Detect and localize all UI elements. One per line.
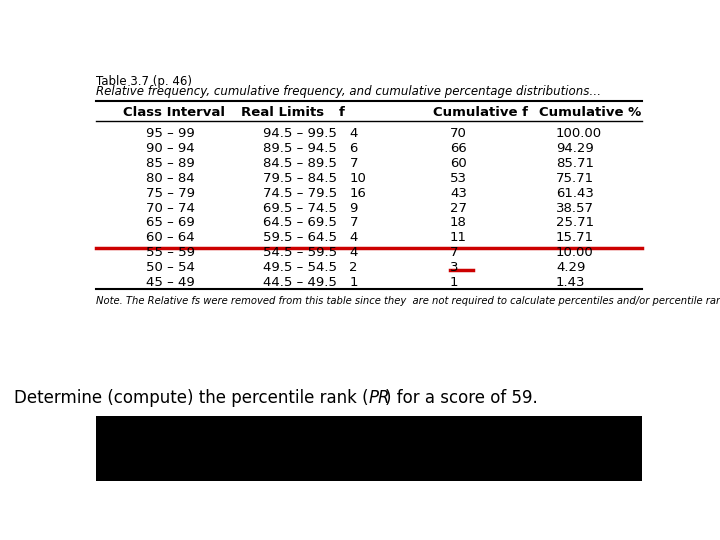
Text: 60 – 64: 60 – 64: [145, 231, 194, 245]
Text: Note. The Relative fs were removed from this table since they  are not required : Note. The Relative fs were removed from …: [96, 296, 720, 306]
Text: 4: 4: [349, 127, 358, 140]
Text: 61.43: 61.43: [556, 187, 594, 200]
Text: 4.29: 4.29: [556, 261, 585, 274]
Text: ) for a score of 59.: ) for a score of 59.: [384, 389, 537, 407]
Text: Real Limits: Real Limits: [240, 106, 324, 119]
Text: PR: PR: [369, 389, 390, 407]
Text: 3: 3: [450, 261, 459, 274]
Text: 75 – 79: 75 – 79: [145, 187, 195, 200]
Text: 18: 18: [450, 217, 467, 230]
Text: Determine (compute) the percentile rank (PR) for a score of 59.: Determine (compute) the percentile rank …: [104, 389, 634, 407]
Text: 94.29: 94.29: [556, 142, 594, 155]
Text: 25.71: 25.71: [556, 217, 594, 230]
Text: 10: 10: [349, 172, 366, 185]
Text: 80 – 84: 80 – 84: [145, 172, 194, 185]
Text: 66: 66: [450, 142, 467, 155]
Text: 89.5 – 94.5: 89.5 – 94.5: [263, 142, 337, 155]
Text: 95 – 99: 95 – 99: [145, 127, 194, 140]
Text: 27: 27: [450, 201, 467, 214]
Text: 4: 4: [349, 246, 358, 259]
Text: Table 3.7 (p. 46): Table 3.7 (p. 46): [96, 75, 192, 88]
FancyBboxPatch shape: [96, 416, 642, 481]
Text: 70: 70: [450, 127, 467, 140]
Text: 79.5 – 84.5: 79.5 – 84.5: [263, 172, 337, 185]
Text: 85.71: 85.71: [556, 157, 594, 170]
Text: Class Interval: Class Interval: [124, 106, 225, 119]
Text: 6: 6: [349, 142, 358, 155]
Text: 7: 7: [349, 217, 358, 230]
Text: 65 – 69: 65 – 69: [145, 217, 194, 230]
Text: 9: 9: [349, 201, 358, 214]
Text: 2: 2: [349, 261, 358, 274]
Text: 74.5 – 79.5: 74.5 – 79.5: [263, 187, 337, 200]
Text: 70 – 74: 70 – 74: [145, 201, 194, 214]
Text: Relative frequency, cumulative frequency, and cumulative percentage distribution: Relative frequency, cumulative frequency…: [96, 85, 600, 98]
Text: Determine (compute) the percentile rank (: Determine (compute) the percentile rank …: [14, 389, 369, 407]
Text: 43: 43: [450, 187, 467, 200]
Text: Cumulative %: Cumulative %: [539, 106, 642, 119]
Text: 1.43: 1.43: [556, 276, 585, 289]
Text: 53: 53: [450, 172, 467, 185]
Text: 84.5 – 89.5: 84.5 – 89.5: [263, 157, 337, 170]
Text: 49.5 – 54.5: 49.5 – 54.5: [263, 261, 337, 274]
Text: 1: 1: [450, 276, 459, 289]
Text: 50 – 54: 50 – 54: [145, 261, 194, 274]
Text: 7: 7: [450, 246, 459, 259]
Text: 54.5 – 59.5: 54.5 – 59.5: [263, 246, 337, 259]
Text: 90 – 94: 90 – 94: [145, 142, 194, 155]
Text: 7: 7: [349, 157, 358, 170]
Text: 60: 60: [450, 157, 467, 170]
Text: 10.00: 10.00: [556, 246, 594, 259]
Text: 15.71: 15.71: [556, 231, 594, 245]
Text: Cumulative f: Cumulative f: [433, 106, 528, 119]
Text: 64.5 – 69.5: 64.5 – 69.5: [263, 217, 337, 230]
Text: 85 – 89: 85 – 89: [145, 157, 194, 170]
Text: f: f: [338, 106, 344, 119]
Text: 38.57: 38.57: [556, 201, 594, 214]
Text: 11: 11: [450, 231, 467, 245]
Text: 4: 4: [349, 231, 358, 245]
Text: 94.5 – 99.5: 94.5 – 99.5: [263, 127, 337, 140]
Text: 55 – 59: 55 – 59: [145, 246, 195, 259]
Text: 75.71: 75.71: [556, 172, 594, 185]
Text: 44.5 – 49.5: 44.5 – 49.5: [263, 276, 337, 289]
Text: 1: 1: [349, 276, 358, 289]
Text: 69.5 – 74.5: 69.5 – 74.5: [263, 201, 337, 214]
Text: 59.5 – 64.5: 59.5 – 64.5: [263, 231, 337, 245]
Text: 45 – 49: 45 – 49: [145, 276, 194, 289]
Text: 100.00: 100.00: [556, 127, 602, 140]
Text: 16: 16: [349, 187, 366, 200]
